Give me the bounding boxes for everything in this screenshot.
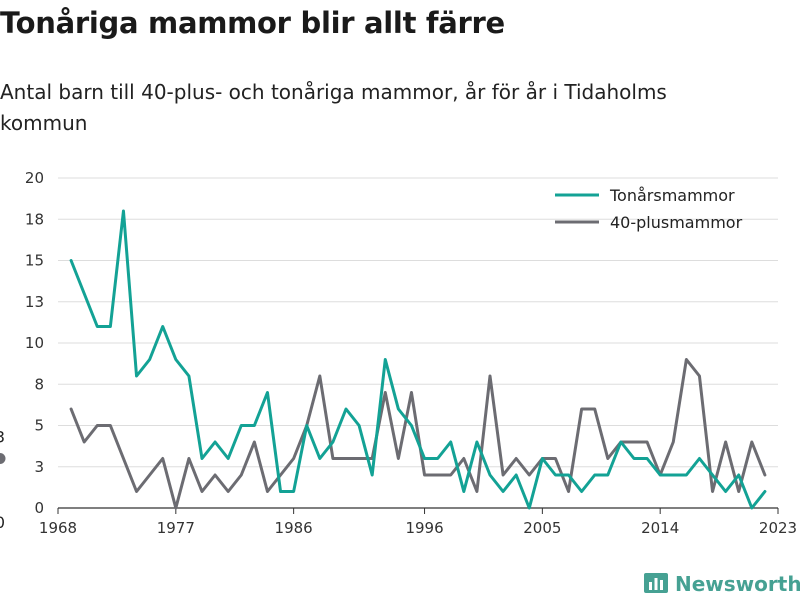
chart-subtitle: Antal barn till 40-plus- och tonåriga ma… — [0, 80, 667, 135]
brand-name: Newsworthy — [675, 572, 800, 596]
legend: Tonårsmammor 40-plusmammor — [555, 186, 743, 232]
y-tick-label: 3 — [34, 458, 44, 476]
y-tick-label: 0 — [34, 499, 44, 517]
chart-title: Tonåriga mammor blir allt färre — [0, 6, 505, 40]
series-lines — [69, 209, 767, 510]
series-line-40-plusmammor — [69, 358, 767, 510]
x-axis: 1968 1977 1986 1996 2005 2014 2023 — [39, 508, 797, 537]
grid-lines — [58, 177, 778, 509]
brand-logo: Newsworthy — [644, 568, 800, 600]
x-tick-label: 1996 — [405, 519, 443, 537]
y-tick-label: 13 — [25, 293, 44, 311]
x-tick-label: 2023 — [759, 519, 797, 537]
x-tick-label: 1986 — [275, 519, 313, 537]
y-axis-ticks: 0 3 5 8 10 13 15 18 20 — [25, 169, 44, 517]
y-tick-label: 10 — [25, 334, 44, 352]
y-tick-label: 20 — [25, 169, 44, 187]
y-tick-label: 18 — [25, 210, 44, 228]
end-labels: 03 — [0, 428, 6, 532]
end-label-tonarsmammor: 0 — [0, 513, 5, 532]
x-tick-label: 1968 — [39, 519, 77, 537]
y-tick-label: 15 — [25, 252, 44, 270]
legend-label-tonarsmammor: Tonårsmammor — [609, 186, 735, 205]
y-tick-label: 8 — [34, 375, 44, 393]
legend-label-40-plusmammor: 40-plusmammor — [610, 213, 743, 232]
y-tick-label: 5 — [34, 417, 44, 435]
x-tick-label: 2014 — [641, 519, 679, 537]
series-line-tonarsmammor — [69, 209, 767, 510]
end-point-40-plusmammor — [0, 453, 6, 464]
x-tick-label: 2005 — [523, 519, 561, 537]
end-label-40-plusmammor: 3 — [0, 428, 5, 447]
x-tick-label: 1977 — [157, 519, 195, 537]
bar-chart-logo-icon — [644, 569, 668, 599]
